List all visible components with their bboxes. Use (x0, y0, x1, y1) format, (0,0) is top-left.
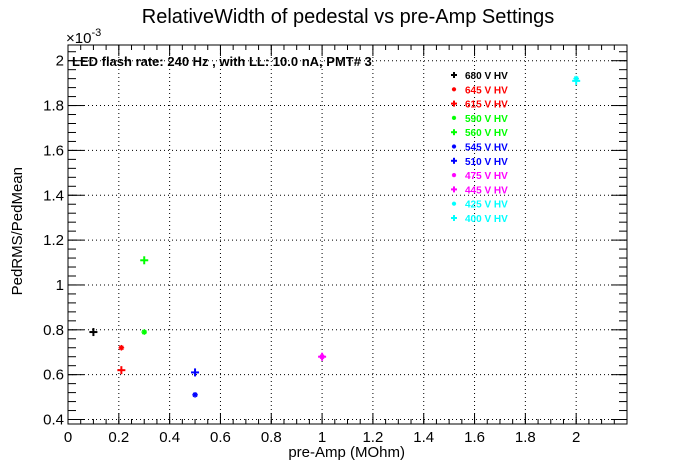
x-tick-label: 1.4 (413, 429, 434, 446)
marker-stroke (452, 144, 456, 149)
y-tick-label: 1.4 (43, 187, 64, 204)
x-tick-label: 0.4 (159, 429, 180, 446)
marker-stroke (452, 87, 456, 92)
y-axis-exponent: ×10-3 (66, 27, 101, 47)
x-tick-label: 0.8 (261, 429, 282, 446)
legend-marker (451, 100, 457, 107)
legend-label: 425 V HV (465, 200, 508, 211)
legend-label: 400 V HV (465, 214, 508, 225)
x-tick-label: 2 (572, 429, 580, 446)
legend-label: 560 V HV (465, 128, 508, 139)
x-axis-title: pre-Amp (MOhm) (288, 444, 405, 461)
legend-marker (451, 173, 457, 178)
marker-stroke (141, 329, 147, 335)
x-tick-label: 0.6 (210, 429, 231, 446)
legend-marker (451, 186, 457, 193)
legend-label: 475 V HV (465, 171, 508, 182)
y-tick-label: 1.6 (43, 142, 64, 159)
legend-label: 615 V HV (465, 100, 508, 111)
legend-label: 545 V HV (465, 143, 508, 154)
marker-stroke (452, 115, 456, 120)
x-tick-label: 0.2 (108, 429, 129, 446)
x-tick-label: 1.8 (515, 429, 536, 446)
legend-label: 645 V HV (465, 85, 508, 96)
legend: 680 V HV 645 V HV 615 V HV 590 V HV 560 V HV… (451, 71, 508, 225)
y-tick-label: 0.8 (43, 322, 64, 339)
marker-stroke (452, 173, 456, 178)
y-tick-label: 2 (56, 53, 64, 70)
y-axis-title: PedRMS/PedMean (9, 167, 26, 295)
chart-title: RelativeWidth of pedestal vs pre-Amp Set… (142, 6, 554, 28)
data-point (318, 352, 327, 361)
data-point (572, 76, 581, 85)
data-points (89, 75, 581, 398)
legend-marker (451, 157, 457, 164)
x-tick-label: 1 (318, 429, 326, 446)
legend-label: 590 V HV (465, 114, 508, 125)
y-exponent-power: -3 (91, 27, 101, 39)
legend-marker (451, 115, 457, 120)
data-point (192, 392, 198, 398)
y-exponent-base: ×10 (66, 30, 91, 47)
x-tick-label: 1.2 (362, 429, 383, 446)
tick-labels: 0 0.2 0.4 0.6 0.8 1 1.2 1.4 1.6 1.8 2 0.4 0.6 0.8 1 1.2… (43, 53, 580, 446)
marker-stroke (452, 201, 456, 206)
legend-label: 680 V HV (465, 71, 508, 82)
data-point (89, 328, 98, 337)
marker-stroke (118, 345, 124, 351)
legend-marker (451, 87, 457, 92)
x-tick-label: 1.6 (464, 429, 485, 446)
y-tick-label: 1.8 (43, 98, 64, 115)
y-tick-label: 1 (56, 277, 64, 294)
legend-label: 445 V HV (465, 185, 508, 196)
y-tick-label: 1.2 (43, 232, 64, 249)
legend-marker (451, 72, 457, 78)
legend-marker (451, 215, 457, 221)
data-point (117, 366, 126, 375)
data-point (141, 329, 148, 335)
legend-label: 510 V HV (465, 157, 508, 168)
legend-marker (451, 201, 457, 206)
y-tick-label: 0.4 (43, 412, 64, 429)
axis-ticks (67, 45, 628, 424)
plot-annotation: LED flash rate: 240 Hz , with LL: 10.0 n… (72, 54, 372, 69)
data-point (118, 344, 125, 351)
data-point (140, 256, 149, 265)
legend-marker (451, 129, 457, 136)
data-point (191, 368, 200, 377)
y-tick-label: 0.6 (43, 367, 64, 384)
x-tick-label: 0 (64, 429, 72, 446)
marker-stroke (192, 392, 198, 398)
legend-marker (451, 144, 457, 149)
